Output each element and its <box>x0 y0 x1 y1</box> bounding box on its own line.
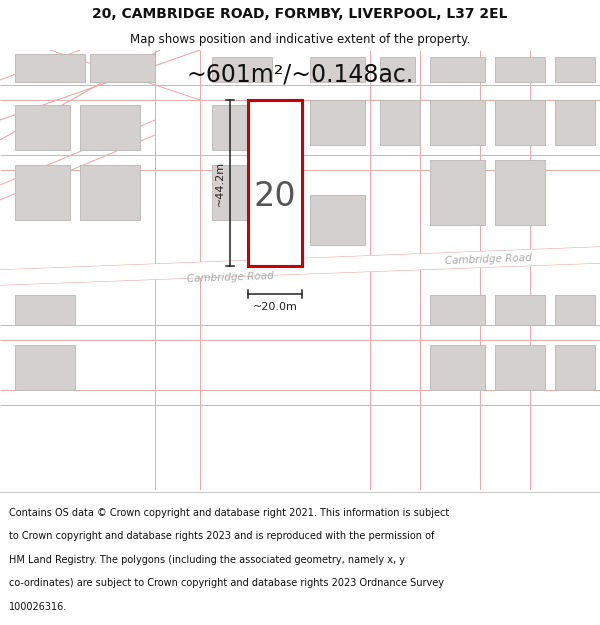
Text: 100026316.: 100026316. <box>9 602 67 612</box>
Text: co-ordinates) are subject to Crown copyright and database rights 2023 Ordnance S: co-ordinates) are subject to Crown copyr… <box>9 578 444 588</box>
Text: to Crown copyright and database rights 2023 and is reproduced with the permissio: to Crown copyright and database rights 2… <box>9 531 434 541</box>
Bar <box>15 295 75 325</box>
Bar <box>310 100 365 145</box>
Bar <box>555 295 595 325</box>
Polygon shape <box>0 247 600 285</box>
Bar <box>430 160 485 225</box>
Bar <box>495 295 545 325</box>
Bar <box>380 57 415 82</box>
Text: Contains OS data © Crown copyright and database right 2021. This information is : Contains OS data © Crown copyright and d… <box>9 508 449 518</box>
Text: ~601m²/~0.148ac.: ~601m²/~0.148ac. <box>187 63 413 87</box>
Text: Cambridge Road: Cambridge Road <box>187 271 274 284</box>
Bar <box>430 100 485 145</box>
Bar <box>555 57 595 82</box>
Bar <box>310 57 365 82</box>
Bar <box>15 54 85 82</box>
Text: 20: 20 <box>254 180 296 213</box>
Bar <box>15 165 70 220</box>
Text: Map shows position and indicative extent of the property.: Map shows position and indicative extent… <box>130 32 470 46</box>
Bar <box>212 57 272 82</box>
Bar <box>495 100 545 145</box>
Bar <box>495 345 545 390</box>
Bar <box>380 100 420 145</box>
Bar <box>15 105 70 150</box>
Bar <box>15 345 75 390</box>
Bar <box>555 100 595 145</box>
Text: 20, CAMBRIDGE ROAD, FORMBY, LIVERPOOL, L37 2EL: 20, CAMBRIDGE ROAD, FORMBY, LIVERPOOL, L… <box>92 7 508 21</box>
Text: Cambridge Road: Cambridge Road <box>445 253 532 266</box>
Bar <box>430 57 485 82</box>
Bar <box>212 165 272 220</box>
Bar <box>555 345 595 390</box>
Text: ~20.0m: ~20.0m <box>253 302 298 312</box>
Bar <box>212 105 272 150</box>
Bar <box>80 165 140 220</box>
Bar <box>495 160 545 225</box>
Bar <box>495 57 545 82</box>
Bar <box>80 105 140 150</box>
Text: ~44.2m: ~44.2m <box>215 161 225 206</box>
Bar <box>430 345 485 390</box>
Bar <box>430 295 485 325</box>
Bar <box>90 54 155 82</box>
Bar <box>310 195 365 245</box>
Text: HM Land Registry. The polygons (including the associated geometry, namely x, y: HM Land Registry. The polygons (includin… <box>9 555 405 565</box>
Bar <box>248 100 302 266</box>
